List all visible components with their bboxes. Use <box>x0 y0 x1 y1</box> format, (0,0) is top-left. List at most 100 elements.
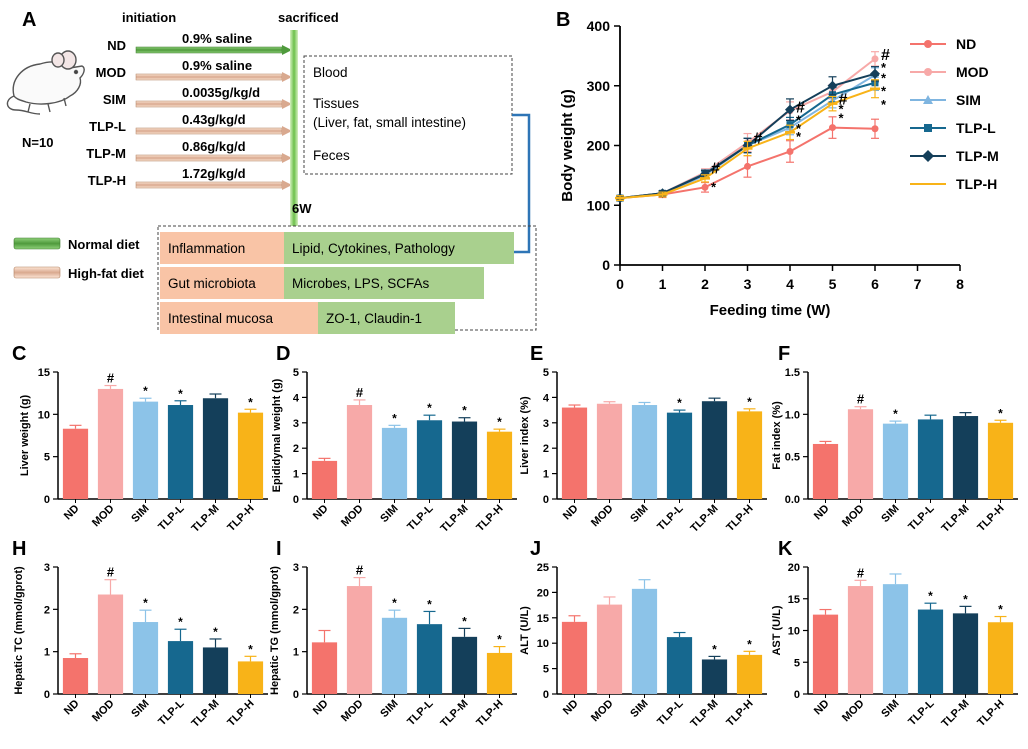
legend-marker <box>922 150 934 162</box>
sample-tissues: Tissues <box>313 96 359 111</box>
y-tick-label: 0 <box>543 494 549 506</box>
significance-mark: * <box>998 603 1003 617</box>
normal-diet-swatch <box>13 237 61 250</box>
panel-label: E <box>530 343 543 365</box>
bar-nd <box>62 428 89 499</box>
panel-label: K <box>778 538 793 560</box>
significance-mark: * <box>497 415 502 429</box>
panel-label: J <box>530 538 541 560</box>
y-tick-label: 10 <box>38 409 50 421</box>
significance-mark: * <box>712 642 717 656</box>
x-tick-label: ND <box>561 503 581 523</box>
high-fat-diet-swatch <box>13 266 61 279</box>
data-point <box>829 124 836 132</box>
significance-mark: * <box>796 121 802 136</box>
panel-a: A initiation sacrificed N=10 ND 0.9% sali… <box>6 9 537 334</box>
diet-arrow-head <box>282 180 292 190</box>
bar-tlp-m <box>701 401 728 499</box>
data-point <box>786 147 794 155</box>
x-tick-label: TLP-L <box>405 502 436 533</box>
y-tick-label: 1.0 <box>785 409 800 421</box>
legend-label: TLP-M <box>956 148 999 164</box>
x-tick-label: TLP-M <box>688 503 720 535</box>
group-label: ND <box>107 38 126 53</box>
x-tick-label: SIM <box>129 503 151 525</box>
diet-arrow-shaft <box>135 73 283 81</box>
bar-nd <box>812 614 839 694</box>
y-tick-label: 5 <box>794 657 800 669</box>
bar-tlp-h <box>486 431 513 499</box>
x-tick-label: ND <box>62 698 82 718</box>
significance-mark: * <box>881 97 887 112</box>
significance-mark: * <box>839 102 845 117</box>
analysis-detail-text: ZO-1, Claudin-1 <box>326 311 422 326</box>
y-tick-label: 15 <box>788 594 800 606</box>
x-tick-label: TLP-L <box>655 502 686 533</box>
diet-arrow-shaft <box>135 154 283 162</box>
y-tick-label: 100 <box>587 197 611 213</box>
significance-mark: * <box>881 60 887 75</box>
legend-label: TLP-H <box>956 176 997 192</box>
significance-mark: * <box>881 71 887 86</box>
analysis-detail-cell <box>284 232 514 264</box>
significance-mark: # <box>356 563 364 578</box>
y-tick-label: 5 <box>543 367 549 379</box>
legend-label: MOD <box>956 64 989 80</box>
bar-nd <box>561 407 588 499</box>
bar-tlp-h <box>987 422 1014 499</box>
x-tick-label: MOD <box>589 503 616 530</box>
legend-marker <box>924 40 932 48</box>
data-point <box>744 162 751 170</box>
panel-i: I 0 1 2 3 Hepatic TG (mmol/gprot) ND # MOD * SIM * T… <box>269 538 517 730</box>
x-tick-label: TLP-L <box>906 697 937 728</box>
dose-label: 0.9% saline <box>182 31 252 46</box>
diet-arrow-head <box>282 126 292 136</box>
y-tick-label: 15 <box>38 367 50 379</box>
y-tick-label: 0.5 <box>785 452 800 464</box>
panel-b-label: B <box>556 9 570 31</box>
significance-mark: * <box>427 401 432 415</box>
x-tick-label: SIM <box>628 698 650 720</box>
bar-mod <box>346 586 373 694</box>
group-rows: ND 0.9% saline MOD 0.9% saline SIM 0.0035g/kg… <box>86 31 292 190</box>
y-tick-label: 3 <box>293 418 299 430</box>
significance-mark: # <box>754 131 763 148</box>
y-tick-label: 400 <box>587 18 611 34</box>
x-tick-label: TLP-L <box>906 502 937 533</box>
significance-mark: * <box>143 596 148 610</box>
y-tick-label: 0 <box>602 257 610 273</box>
analysis-category-text: Gut microbiota <box>168 276 256 291</box>
bar-tlp-h <box>736 411 763 499</box>
y-axis-title: ALT (U/L) <box>519 606 531 655</box>
panel-d: D 0 1 2 3 4 5 Epididymal weight (g) ND # MOD * SIM * T… <box>271 343 517 535</box>
panel-b: B 0 100 200 300 400 0 1 2 3 4 5 6 7 8 Feeding time (W) B… <box>556 9 999 319</box>
bar-mod <box>97 594 124 694</box>
x-tick-label: TLP-H <box>724 503 755 534</box>
x-tick-label: 4 <box>786 276 794 292</box>
panel-label: H <box>12 538 26 560</box>
analysis-category-cell <box>160 232 284 264</box>
significance-mark: * <box>248 395 253 409</box>
y-axis-title: Body weight (g) <box>559 89 576 202</box>
y-axis-title: Liver weight (g) <box>19 395 31 477</box>
bar-sim <box>381 427 408 499</box>
x-tick-label: TLP-H <box>225 503 256 534</box>
x-tick-label: TLP-H <box>975 503 1006 534</box>
series-tlp-h <box>615 79 880 202</box>
significance-mark: * <box>963 592 968 606</box>
significance-mark: * <box>998 406 1003 420</box>
bar-mod <box>847 409 874 499</box>
y-tick-label: 10 <box>537 638 549 650</box>
significance-mark: # <box>711 160 720 177</box>
group-label: TLP-M <box>86 146 126 161</box>
y-axis-title: Hepatic TG (mmol/gprot) <box>269 566 281 695</box>
x-tick-label: ND <box>311 503 331 523</box>
group-label: MOD <box>96 65 126 80</box>
significance-mark: # <box>857 565 865 580</box>
bar-nd <box>62 658 89 694</box>
analysis-detail-text: Lipid, Cytokines, Pathology <box>292 241 455 256</box>
